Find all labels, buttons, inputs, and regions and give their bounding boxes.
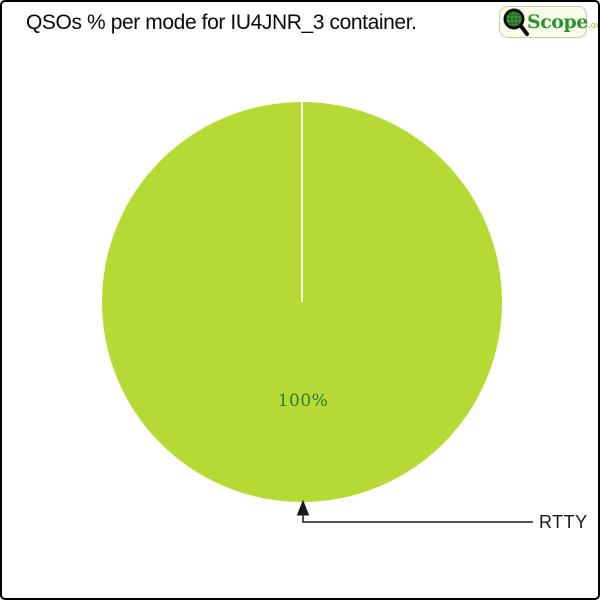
chart-title: QSOs % per mode for IU4JNR_3 container. [26,11,417,34]
logo-scope-text: Scope [527,10,588,33]
qscope-logo-badge[interactable]: Scope .org [499,6,598,38]
magnifier-globe-icon [502,7,530,37]
callout-leader-line [302,511,533,523]
callout-arrowhead-icon [296,499,310,516]
logo-org-text: .org [587,20,600,30]
callout-label-rtty: RTTY [539,512,588,532]
slice-percent-label: 100% [277,391,329,411]
